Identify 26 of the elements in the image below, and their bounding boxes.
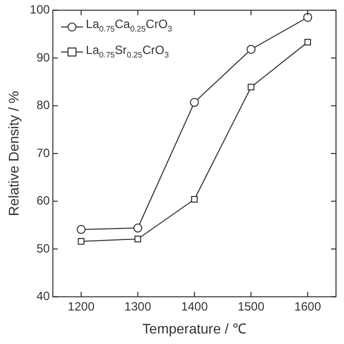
legend-label: La$_{0.75}$Sr$_{0.25}$CrO$_{3}$ <box>86 42 169 61</box>
y-tick-label: 80 <box>36 98 50 112</box>
y-tick-label: 50 <box>36 241 50 256</box>
y-tick-label: 60 <box>36 194 50 208</box>
x-tick-label: 1600 <box>294 299 322 314</box>
point <box>134 236 142 242</box>
point <box>304 38 312 46</box>
point <box>76 224 86 234</box>
point <box>246 44 256 54</box>
x-tick-label: 1300 <box>124 299 152 314</box>
y-tick-label: 100 <box>30 2 50 17</box>
point <box>191 196 198 203</box>
y-tick-label: 90 <box>36 50 50 64</box>
x-tick-label: 1500 <box>238 299 265 314</box>
point <box>303 12 312 22</box>
point <box>248 84 254 90</box>
y-tick-label: 70 <box>36 146 50 160</box>
point <box>133 224 142 233</box>
x-tick-label: 1400 <box>181 299 208 314</box>
x-axis-title: Temperature / ℃ <box>142 320 247 336</box>
y-tick-label: 40 <box>36 289 50 304</box>
legend-label: La$_{0.75}$Ca$_{0.25}$CrO$_{3}$ <box>86 16 172 36</box>
y-axis-title: Relative Density / % <box>5 90 22 216</box>
x-tick-label: 1200 <box>68 299 95 314</box>
point <box>78 238 84 245</box>
point <box>190 98 199 107</box>
